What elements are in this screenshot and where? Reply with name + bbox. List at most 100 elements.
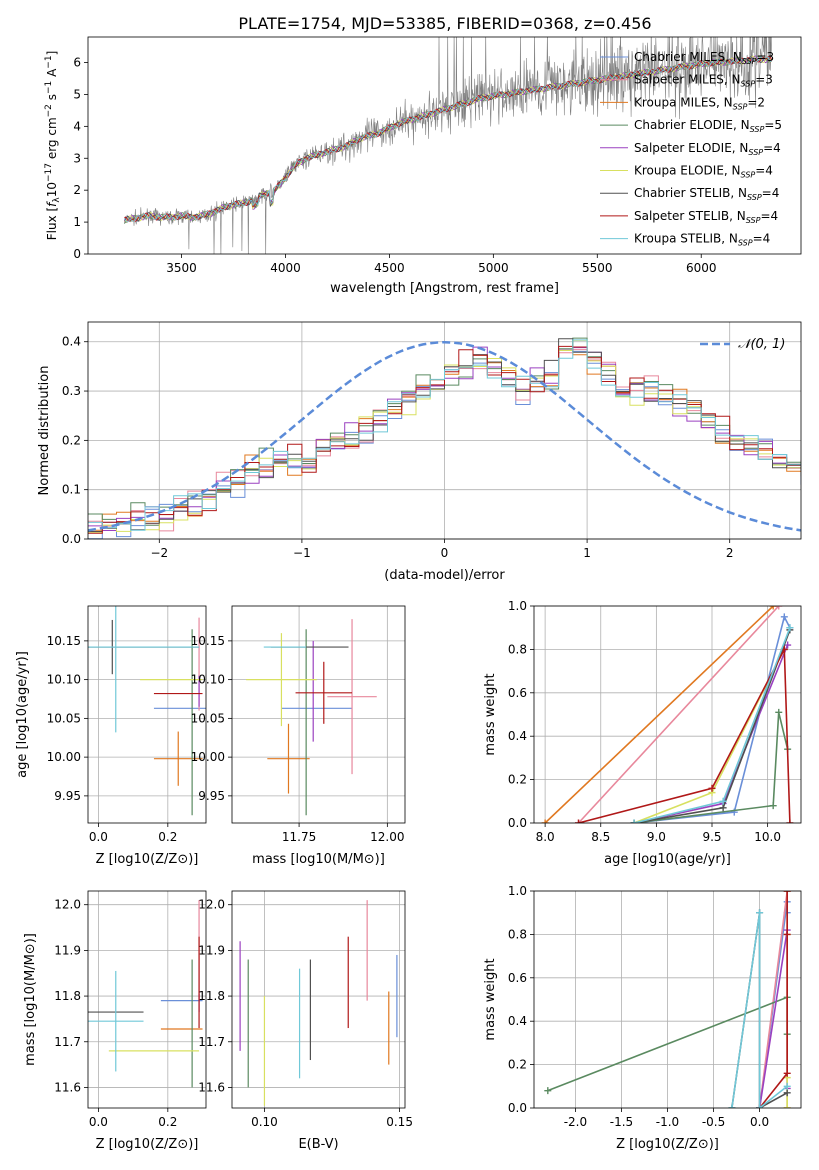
plot-background [232,606,405,823]
y-tick-label: 2 [73,183,81,197]
y-axis-label: Flux [fλ10−17 erg cm−2 s−1 A−1] [44,51,62,241]
y-axis-label-part: f [45,201,59,207]
x-tick-label: -1.5 [610,1115,633,1129]
weight-marker [630,819,638,823]
y-tick-label: 6 [73,56,81,70]
plot-frame [87,605,207,824]
x-tick-label: 0.10 [251,1115,278,1129]
plot-background [88,891,206,1108]
legend-label-part: Salpeter MILES, N [634,73,741,87]
residual-histogram-plot: −2 −1 0 1 2 0.0 0.1 0.2 0.3 0.4 (data-model)/error… [37,321,802,583]
y-tick-label: 0.4 [508,729,527,743]
y-tick-label: 11.6 [198,1080,225,1094]
x-tick-label: -2.0 [564,1115,587,1129]
x-axis-label: E(B-V) [298,1137,338,1152]
x-tick-label: 11.75 [282,830,316,844]
weight-marker [783,1082,791,1090]
x-tick-label: 0.2 [158,1115,177,1129]
weight-marker [708,784,716,792]
y-axis-label-part: erg cm [45,117,59,163]
x-tick-label: 5500 [582,261,613,275]
x-tick-label: 4500 [374,261,405,275]
y-axis-label: age [log10(age/yr)] [15,651,30,778]
legend-label-sub: SSP [738,239,753,248]
x-axis-label: wavelength [Angstrom, rest frame] [330,281,559,296]
weight-line [578,646,791,823]
y-axis-label-part: −2 [44,104,54,117]
weight-marker [719,797,727,805]
legend-label-part: =4 [755,164,773,178]
y-axis-label: mass weight [483,673,498,755]
plot-frame [533,890,802,1109]
y-tick-label: 10.15 [47,634,81,648]
legend-label-part: =5 [764,118,782,132]
legend-label-sub: SSP [748,148,763,157]
x-tick-label: 0 [441,546,449,560]
weight-marker [783,1069,791,1077]
y-tick-label: 9.95 [54,789,81,803]
model-spectrum-line [124,55,772,223]
legend-label-part: Chabrier STELIB, N [634,186,747,200]
legend-label-sub: SSP [733,102,748,111]
weight-line [731,912,788,1108]
weight-marker [783,1089,791,1097]
weight-marker [575,819,582,823]
mass-vs-ebv-plot: 0.10 0.15 11.6 11.7 11.8 11.9 12.0 E(B-V) [198,890,413,1152]
y-tick-label: 5 [73,87,81,101]
plot-frame [87,321,802,540]
weight-marker [719,804,727,812]
x-axis-label: (data-model)/error [384,568,505,583]
y-tick-label: 0.2 [508,1058,527,1072]
x-tick-label: 4000 [270,261,301,275]
spectrum-plot: 3500 4000 4500 5000 5500 6000 0 1 2 3 4 5 6 wavelengt… [44,36,802,296]
legend-label: Chabrier MILES, NSSP=3 [634,50,774,66]
y-tick-label: 9.95 [198,789,225,803]
weight-marker [775,606,783,610]
legend-label-part: Kroupa STELIB, N [634,232,738,246]
y-tick-label: 0.4 [62,335,81,349]
y-tick-label: 10.05 [191,711,225,725]
legend-label: Chabrier ELODIE, NSSP=5 [634,118,782,134]
legend-label: Kroupa MILES, NSSP=2 [634,95,765,111]
plot-frame [231,890,406,1109]
y-tick-label: 11.8 [54,989,81,1003]
weight-line [758,891,788,1108]
legend-label-part: Kroupa MILES, N [634,95,733,109]
x-tick-label: 9.5 [702,830,721,844]
legend-label-part: =3 [756,50,774,64]
y-tick-label: 0.8 [508,927,527,941]
y-tick-label: 0.8 [508,642,527,656]
y-tick-label: 0 [73,247,81,261]
y-tick-label: 11.7 [54,1035,81,1049]
weight-line [634,712,789,823]
y-axis-label-part: Flux [ [45,207,59,240]
weight-marker [728,1104,736,1108]
legend-label-part: =4 [760,209,778,223]
model-spectrum-line [124,55,772,222]
x-tick-label: 12.00 [370,830,404,844]
plot-frame [87,890,207,1109]
plot-frame [533,605,802,824]
weight-marker [541,819,549,823]
legend-label-part: =4 [753,232,771,246]
legend-label: 𝒩(0, 1) [738,337,785,352]
weight-marker [783,930,791,938]
y-tick-label: 11.8 [198,989,225,1003]
legend-label: Salpeter STELIB, NSSP=4 [634,209,778,225]
y-axis-label-part: −1 [44,55,54,68]
x-tick-label: 6000 [686,261,717,275]
weight-marker [786,624,794,632]
y-tick-label: 0.0 [508,1101,527,1115]
y-tick-label: 11.9 [54,943,81,957]
legend-label-part: Salpeter STELIB, N [634,209,746,223]
x-tick-label: 10.0 [754,830,781,844]
y-tick-label: 1.0 [508,599,527,613]
weight-marker [783,1104,791,1108]
y-tick-label: 1.0 [508,884,527,898]
y-tick-label: 12.0 [198,898,225,912]
y-axis-label-part: ] [45,51,59,56]
legend-label: Chabrier STELIB, NSSP=4 [634,186,779,202]
weight-marker [544,1087,552,1095]
y-tick-label: 0.6 [508,971,527,985]
x-tick-label: 9.0 [647,830,666,844]
